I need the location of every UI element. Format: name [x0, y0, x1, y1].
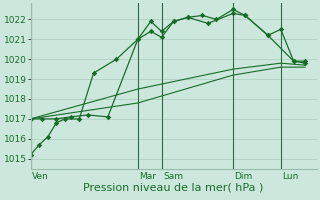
X-axis label: Pression niveau de la mer( hPa ): Pression niveau de la mer( hPa ) — [84, 183, 264, 193]
Text: Mar: Mar — [139, 172, 156, 181]
Text: Sam: Sam — [163, 172, 183, 181]
Text: Dim: Dim — [235, 172, 253, 181]
Text: Ven: Ven — [32, 172, 49, 181]
Text: Lun: Lun — [282, 172, 299, 181]
